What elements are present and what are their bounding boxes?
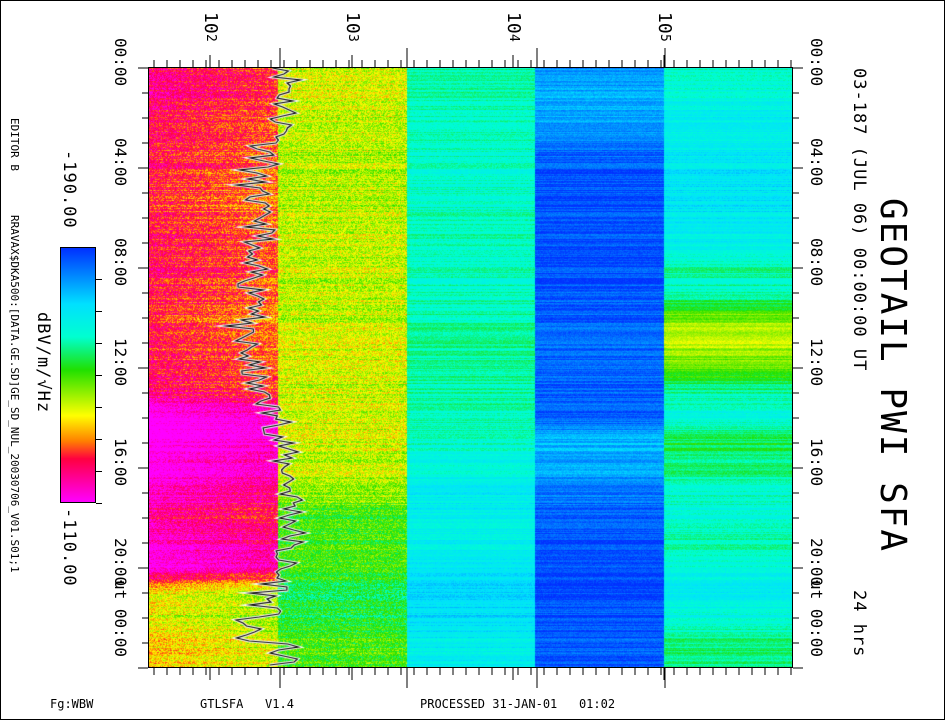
time-tick-label: 12:00 [807,338,826,387]
time-tick-label: ut 00:00 [807,580,826,658]
time-tick-label: ut 00:00 [111,580,130,658]
tick-base: 10 [342,12,363,34]
time-tick-label: 08:00 [111,238,130,287]
tick-exponent: 3 [345,33,360,42]
frequency-tick-label: 103 [342,12,363,42]
tick-exponent: 2 [203,33,218,42]
spectrogram-area [148,67,793,668]
frequency-tick-label: 102 [200,12,221,42]
colorbar-min-label: -190.00 [59,150,79,229]
time-tick-label: 04:00 [111,138,130,187]
colorbar [60,247,96,503]
spectrogram [149,68,792,667]
tick-exponent: 5 [657,33,672,42]
chart-title: GEOTAIL PWI SFA [872,198,913,554]
chart-subtitle: 03-187 (JUL 06) 00:00:00 UT [849,68,869,372]
colorbar-tick [96,503,102,504]
editor-label: EDITOR B [8,118,21,171]
colorbar-max-label: -110.00 [59,508,79,587]
tick-base: 10 [200,12,221,34]
frequency-tick-label: 105 [654,12,675,42]
time-tick-label: 00:00 [807,38,826,87]
colorbar-unit: dBV/m/√Hz [33,312,53,414]
footer-processed: PROCESSED 31-JAN-01 01:02 [420,697,616,711]
time-tick-label: 20:00 [111,538,130,587]
time-tick-label: 00:00 [111,38,130,87]
frequency-tick-label: 104 [503,12,524,42]
colorbar-tick [96,471,102,472]
colorbar-tick [96,279,102,280]
footer-flag: Fg:WBW [50,697,94,711]
footer-program: GTLSFA V1.4 [200,697,294,711]
time-tick-label: 16:00 [111,438,130,487]
colorbar-tick [96,343,102,344]
time-tick-label: 16:00 [807,438,826,487]
time-tick-label: 04:00 [807,138,826,187]
colorbar-tick [96,439,102,440]
colorbar-tick [96,407,102,408]
tick-base: 10 [503,12,524,34]
time-tick-label: 08:00 [807,238,826,287]
colorbar-tick [96,375,102,376]
file-path: RRAVAX$DKA500:[DATA.GE.SD]GE_SD_NUL_2003… [8,215,21,573]
tick-base: 10 [654,12,675,34]
tick-exponent: 4 [506,33,521,42]
duration-label: 24 hrs [849,590,869,658]
time-tick-label: 20:00 [807,538,826,587]
time-tick-label: 12:00 [111,338,130,387]
colorbar-tick [96,311,102,312]
